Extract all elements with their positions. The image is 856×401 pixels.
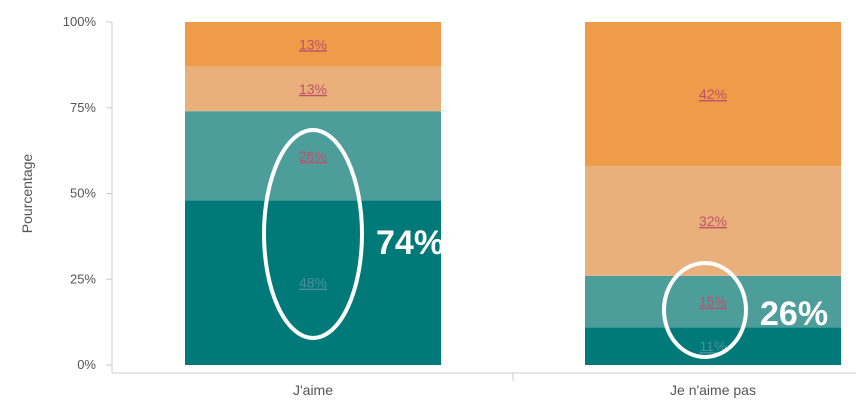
highlight-ellipse <box>262 128 364 340</box>
bar-segment <box>185 22 441 67</box>
annotation-label: 26% <box>760 295 828 333</box>
x-tick-label: Je n'aime pas <box>670 382 756 398</box>
y-tick-label: 0% <box>77 357 96 372</box>
annotation-label: 74% <box>376 224 444 262</box>
segment-data-label: 13% <box>299 81 327 97</box>
segment-data-label: 26% <box>299 148 327 164</box>
x-tick-label: J'aime <box>293 382 333 398</box>
bar-segment <box>585 166 841 276</box>
segment-data-label: 15% <box>699 294 727 310</box>
segment-data-label: 42% <box>699 86 727 102</box>
segment-data-label: 48% <box>299 275 327 291</box>
bar-segment <box>185 111 441 201</box>
y-tick-label: 100% <box>63 14 97 29</box>
y-axis-title: Pourcentage <box>19 154 35 234</box>
segment-data-label: 32% <box>699 213 727 229</box>
bar-segment <box>585 275 841 328</box>
segment-data-label: 13% <box>299 36 327 52</box>
y-tick-label: 25% <box>70 271 96 286</box>
bar-segment <box>185 66 441 112</box>
highlight-ellipse <box>662 261 748 359</box>
y-tick-label: 75% <box>70 100 96 115</box>
bar-segment <box>585 22 841 167</box>
segment-data-label: 11% <box>700 338 727 354</box>
bar-segment <box>585 327 841 365</box>
y-tick-label: 50% <box>70 186 96 201</box>
